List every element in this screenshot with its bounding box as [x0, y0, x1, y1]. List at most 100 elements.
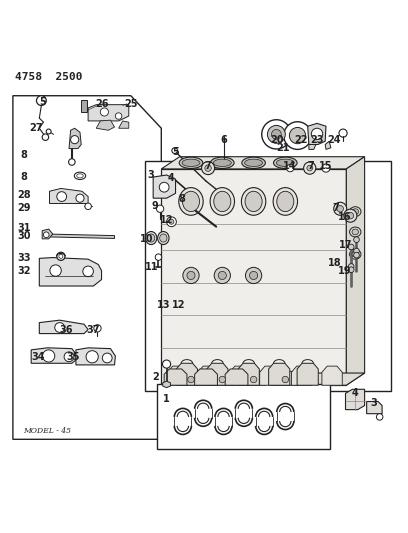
Circle shape: [322, 164, 330, 172]
Text: 8: 8: [178, 195, 185, 205]
Text: 3: 3: [147, 170, 154, 180]
Polygon shape: [346, 389, 365, 410]
Circle shape: [46, 129, 51, 134]
Circle shape: [172, 148, 177, 154]
Polygon shape: [69, 128, 81, 149]
Text: 1: 1: [163, 394, 170, 403]
Circle shape: [251, 376, 257, 383]
Circle shape: [354, 252, 359, 258]
Polygon shape: [322, 366, 342, 385]
Circle shape: [289, 127, 306, 144]
Circle shape: [64, 352, 74, 362]
Polygon shape: [164, 369, 187, 385]
Ellipse shape: [245, 159, 263, 166]
Polygon shape: [161, 373, 365, 385]
Polygon shape: [44, 234, 115, 238]
Ellipse shape: [211, 157, 234, 168]
Polygon shape: [39, 257, 102, 286]
Bar: [81, 100, 87, 112]
Circle shape: [183, 268, 199, 284]
Text: 33: 33: [18, 253, 31, 263]
Circle shape: [304, 162, 316, 174]
Ellipse shape: [350, 207, 361, 216]
Polygon shape: [297, 364, 318, 385]
Ellipse shape: [352, 229, 359, 235]
Polygon shape: [207, 364, 228, 385]
Text: 31: 31: [18, 223, 31, 233]
Circle shape: [55, 322, 64, 333]
Text: 8: 8: [21, 150, 28, 160]
Circle shape: [59, 254, 63, 259]
Text: 15: 15: [319, 160, 333, 171]
Ellipse shape: [245, 191, 262, 212]
Circle shape: [187, 271, 195, 279]
Polygon shape: [325, 141, 331, 149]
Circle shape: [307, 165, 313, 171]
Polygon shape: [230, 366, 250, 385]
Polygon shape: [42, 229, 53, 239]
Text: 5: 5: [172, 147, 179, 157]
Text: 7: 7: [307, 160, 314, 171]
Ellipse shape: [277, 191, 294, 212]
Circle shape: [94, 325, 101, 332]
Text: 24: 24: [327, 135, 341, 144]
Polygon shape: [308, 123, 326, 144]
Text: 25: 25: [124, 99, 137, 109]
Text: 4758  2500: 4758 2500: [15, 72, 82, 82]
Polygon shape: [49, 189, 88, 204]
Ellipse shape: [276, 159, 294, 166]
Text: 27: 27: [30, 123, 43, 133]
Circle shape: [271, 130, 281, 139]
Circle shape: [348, 244, 354, 250]
Circle shape: [159, 182, 169, 192]
Circle shape: [286, 165, 294, 172]
Circle shape: [337, 206, 344, 212]
Polygon shape: [13, 96, 161, 439]
Circle shape: [57, 252, 65, 261]
Circle shape: [42, 350, 55, 362]
Polygon shape: [198, 366, 218, 385]
Circle shape: [354, 237, 359, 243]
Ellipse shape: [350, 249, 361, 259]
Circle shape: [57, 192, 67, 201]
Circle shape: [262, 120, 291, 149]
Text: 3: 3: [370, 398, 377, 408]
Circle shape: [344, 209, 357, 222]
Text: 26: 26: [95, 99, 108, 109]
Circle shape: [166, 217, 176, 227]
Ellipse shape: [182, 191, 200, 212]
Circle shape: [69, 159, 75, 165]
Text: 37: 37: [86, 325, 100, 335]
Polygon shape: [31, 348, 76, 364]
Circle shape: [102, 353, 112, 363]
Circle shape: [156, 205, 164, 213]
Circle shape: [377, 414, 383, 420]
Circle shape: [115, 113, 122, 119]
Ellipse shape: [179, 188, 203, 215]
Polygon shape: [367, 401, 382, 414]
Text: 12: 12: [172, 300, 186, 310]
Polygon shape: [96, 120, 115, 130]
Text: 9: 9: [152, 201, 159, 211]
Text: 29: 29: [18, 203, 31, 213]
Polygon shape: [225, 369, 248, 385]
Polygon shape: [210, 372, 235, 385]
Circle shape: [354, 248, 359, 254]
Text: 36: 36: [59, 325, 73, 335]
Ellipse shape: [145, 231, 157, 245]
Text: 11: 11: [145, 262, 159, 272]
Polygon shape: [238, 364, 259, 385]
Ellipse shape: [74, 172, 86, 180]
Text: 18: 18: [328, 259, 342, 268]
Text: 21: 21: [277, 143, 290, 153]
Circle shape: [50, 265, 61, 276]
Text: 17: 17: [339, 240, 352, 251]
Ellipse shape: [242, 188, 266, 215]
Polygon shape: [260, 366, 280, 385]
Text: MODEL - 45: MODEL - 45: [23, 427, 71, 435]
Ellipse shape: [350, 227, 361, 237]
Ellipse shape: [157, 231, 169, 245]
Ellipse shape: [352, 252, 359, 257]
Polygon shape: [195, 369, 217, 385]
Text: 7: 7: [205, 160, 211, 171]
